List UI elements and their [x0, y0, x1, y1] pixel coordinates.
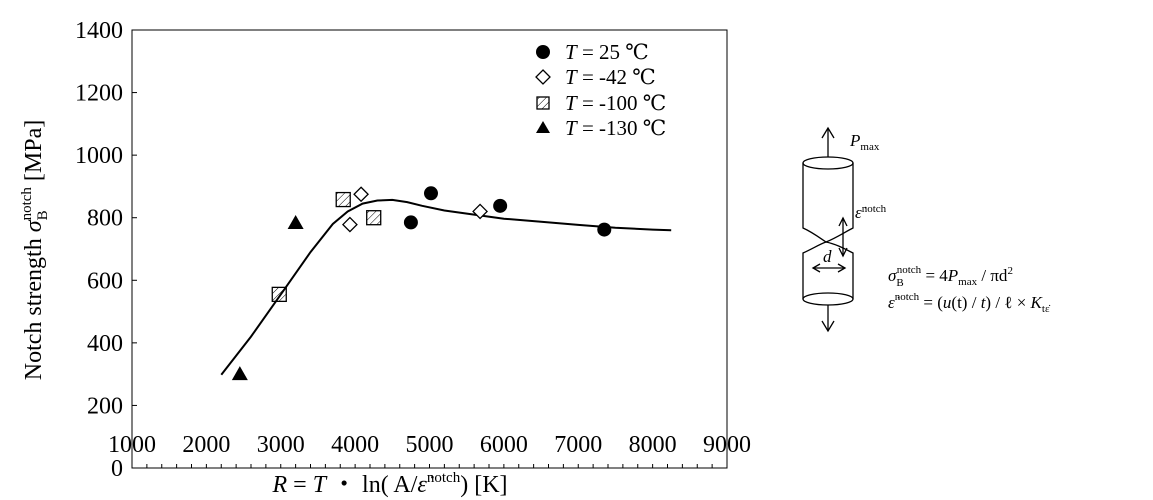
y-tick-labels: 0 200 400 600 800 1000 1200 1400 [75, 18, 123, 482]
notch-strength-equation: σBnotch = 4Pmax / πd2 [888, 264, 1013, 289]
data-markers [231, 186, 612, 381]
y-tick-label: 1200 [75, 81, 123, 107]
lower-cylinder [802, 241, 854, 299]
notch-strain-rate-equation: ε̇notch = (u(t) / t) / ℓ × Ktε̇ [888, 291, 1051, 315]
data-point-hatched-square [366, 210, 382, 226]
x-tick-labels: 1000 2000 3000 4000 5000 6000 7000 8000 9000 [108, 432, 751, 458]
legend-marker-t25 [536, 45, 550, 59]
diameter-arrowhead-right [837, 263, 847, 273]
legend: T = 25 ℃ T = -42 ℃ T = -100 ℃ T = -130 ℃ [535, 40, 666, 140]
data-point-hatched-square [271, 286, 287, 303]
x-tick-label: 7000 [554, 432, 602, 458]
y-tick-label: 800 [87, 206, 123, 232]
notched-specimen-schematic [802, 126, 854, 333]
x-tick-label: 6000 [480, 432, 528, 458]
y-tick-label: 1000 [75, 143, 123, 169]
x-tick-label: 2000 [182, 432, 230, 458]
upper-cylinder [802, 163, 854, 243]
pmax-label: Pmax [849, 131, 880, 153]
y-tick-label: 400 [87, 331, 123, 357]
x-tick-label: 8000 [629, 432, 677, 458]
x-tick-label: 4000 [331, 432, 379, 458]
bottom-end-face [802, 292, 854, 306]
y-axis-title: Notch strength σBnotch [MPa] [19, 120, 51, 381]
data-point-filled-triangle [231, 366, 248, 381]
y-tick-label: 0 [111, 456, 123, 482]
x-minor-ticks [146, 464, 713, 468]
legend-label-t42: T = -42 ℃ [565, 65, 656, 89]
data-point-filled-circle [423, 186, 438, 201]
data-point-filled-circle [403, 215, 418, 230]
y-major-ticks [132, 29, 137, 469]
x-axis-title: R = T ・ ln( A/ε̇notch) [K] [271, 470, 507, 498]
gauge-arrowhead-bottom [838, 247, 848, 258]
legend-marker-t130 [536, 121, 550, 133]
top-arrowhead [821, 126, 835, 139]
x-tick-label: 9000 [703, 432, 751, 458]
legend-label-t130: T = -130 ℃ [565, 116, 666, 140]
diameter-label: d [823, 247, 832, 266]
x-tick-label: 3000 [257, 432, 305, 458]
x-tick-label: 5000 [406, 432, 454, 458]
top-end-face [802, 156, 854, 170]
y-tick-label: 600 [87, 268, 123, 294]
diameter-arrowhead-left [811, 263, 821, 273]
gauge-arrowhead-top [838, 216, 848, 227]
data-point-hatched-square [335, 191, 351, 208]
x-tick-label: 1000 [108, 432, 156, 458]
notch-rate-label: ε̇notch [855, 203, 887, 222]
data-point-filled-circle [597, 222, 612, 237]
bottom-arrowhead [821, 320, 835, 333]
y-tick-label: 1400 [75, 18, 123, 44]
data-point-open-diamond [472, 203, 488, 220]
legend-label-t100: T = -100 ℃ [565, 91, 666, 115]
data-point-filled-circle [493, 198, 508, 213]
y-tick-label: 200 [87, 393, 123, 419]
data-point-open-diamond [341, 216, 358, 233]
data-point-open-diamond [353, 186, 369, 203]
fit-curve-line [220, 198, 672, 376]
legend-marker-t100 [536, 96, 550, 110]
data-point-filled-triangle [287, 215, 304, 230]
legend-marker-t42 [535, 69, 551, 85]
legend-label-t25: T = 25 ℃ [565, 40, 649, 64]
